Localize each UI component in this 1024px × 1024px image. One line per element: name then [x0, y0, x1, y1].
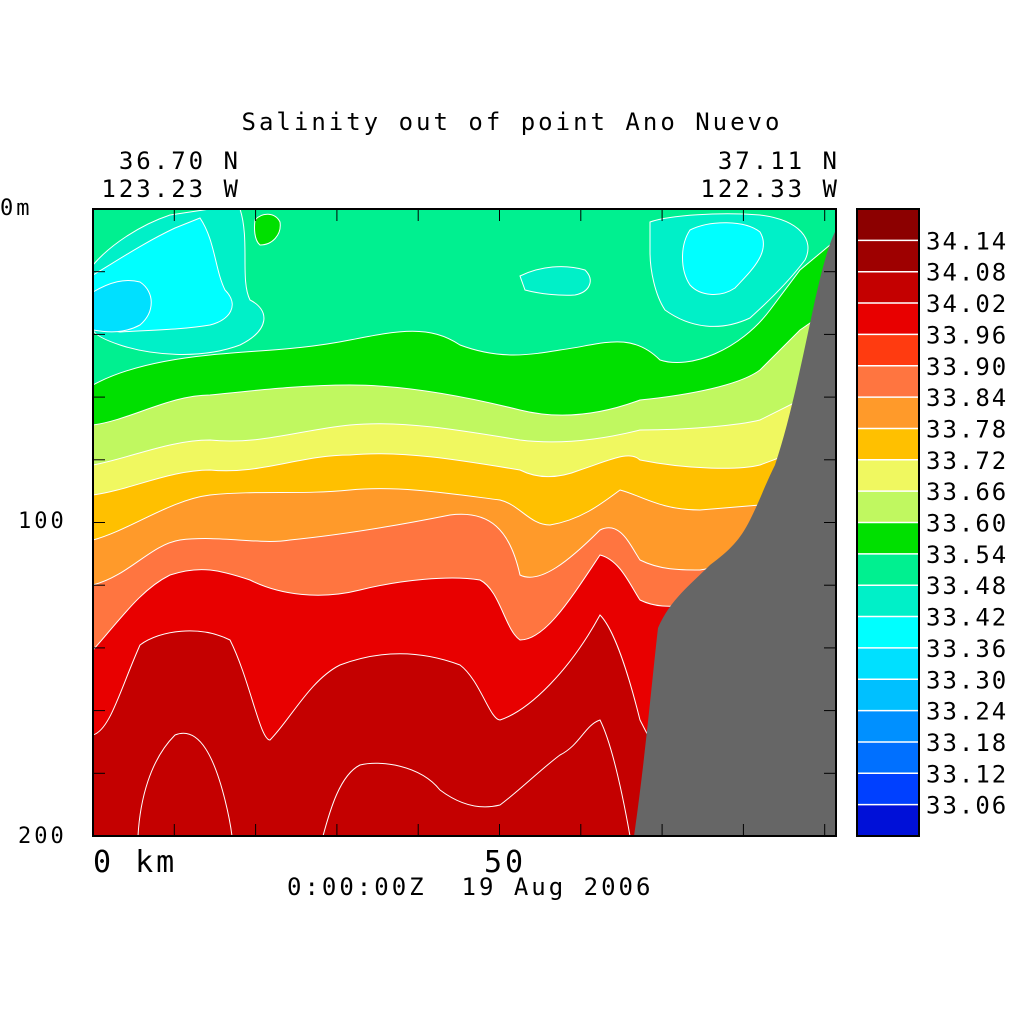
colorbar-swatch	[857, 397, 919, 429]
colorbar-label-33.78: 33.78	[926, 415, 1008, 443]
patch-33.42-east	[682, 222, 764, 295]
patch-33.60-north	[254, 213, 281, 246]
colorbar-label-33.12: 33.12	[926, 760, 1008, 788]
colorbar-label-33.90: 33.90	[926, 353, 1008, 381]
x-tick-label-50: 50	[484, 845, 527, 880]
colorbar-swatch	[857, 804, 919, 837]
patch-33.36-west	[92, 279, 152, 333]
colorbar-label-33.36: 33.36	[926, 635, 1008, 663]
colorbar-label-33.30: 33.30	[926, 666, 1008, 694]
contour-line-34.08	[92, 614, 837, 837]
colorbar-swatch	[857, 240, 919, 273]
contour-line-33.60	[92, 239, 837, 386]
colorbar-frame	[856, 208, 920, 837]
contour-line-33.72	[92, 379, 837, 466]
colorbar-label-33.06: 33.06	[926, 792, 1008, 820]
colorbar-swatch	[857, 710, 919, 743]
colorbar-swatch	[857, 522, 919, 555]
contour-line-33.84	[92, 488, 837, 541]
colorbar-swatch	[857, 679, 919, 712]
colorbar-label-33.18: 33.18	[926, 729, 1008, 757]
timestamp: 0:00:00Z 19 Aug 2006	[287, 873, 654, 901]
colorbar-label-33.48: 33.48	[926, 572, 1008, 600]
start-longitude: 123.23 W	[101, 175, 241, 203]
y-tick-label-0m: 0m	[0, 196, 33, 221]
axis-ticks	[93, 209, 836, 836]
contour-line-33.78	[92, 439, 837, 496]
colorbar-swatch	[857, 428, 919, 461]
colorbar-swatch	[857, 491, 919, 523]
colorbar-swatch	[857, 271, 919, 304]
colorbar-label-34.02: 34.02	[926, 290, 1008, 318]
colorbar-swatch	[857, 616, 919, 649]
start-latitude: 36.70 N	[118, 147, 241, 175]
colorbar-label-33.60: 33.60	[926, 510, 1008, 538]
end-latitude: 37.11 N	[717, 147, 840, 175]
colorbar-swatch	[857, 209, 919, 241]
x-tick-label-0km: 0 km	[93, 845, 178, 880]
band-34.08-core	[138, 720, 630, 836]
colorbar-swatch	[857, 365, 919, 398]
colorbar-label-33.72: 33.72	[926, 447, 1008, 475]
colorbar-swatch	[857, 553, 919, 586]
colorbar-swatch	[857, 773, 919, 806]
contour-line-33.66	[92, 304, 837, 426]
colorbar-label-33.96: 33.96	[926, 321, 1008, 349]
end-longitude: 122.33 W	[700, 175, 840, 203]
colorbar-swatch	[857, 647, 919, 680]
colorbar-labels: 34.14 34.08 34.02 33.96 33.90 33.84 33.78 33.72…	[926, 227, 1008, 820]
patch-33.48-mid	[519, 266, 591, 296]
colorbar-label-33.84: 33.84	[926, 384, 1008, 412]
contour-line-34.08	[137, 719, 631, 837]
contour-line-33.90	[92, 513, 837, 586]
colorbar-label-34.08: 34.08	[926, 259, 1008, 287]
colorbar-label-33.54: 33.54	[926, 541, 1008, 569]
y-tick-label-100: 100	[18, 509, 67, 534]
colorbar-label-33.24: 33.24	[926, 698, 1008, 726]
colorbar-label-33.66: 33.66	[926, 478, 1008, 506]
y-tick-label-200: 200	[18, 824, 67, 849]
colorbar-label-33.42: 33.42	[926, 604, 1008, 632]
colorbar-swatch	[857, 741, 919, 774]
contour-line-34.02	[92, 554, 837, 651]
colorbar-swatch	[857, 585, 919, 618]
colorbar-label-34.14: 34.14	[926, 227, 1008, 255]
colorbar-swatch	[857, 459, 919, 492]
colorbar-swatch	[857, 334, 919, 367]
seafloor-land-mask	[634, 209, 836, 836]
colorbar-swatch	[857, 303, 919, 335]
colorbar	[856, 208, 920, 837]
chart-title: Salinity out of point Ano Nuevo	[241, 108, 783, 136]
contour-lines	[92, 239, 837, 837]
